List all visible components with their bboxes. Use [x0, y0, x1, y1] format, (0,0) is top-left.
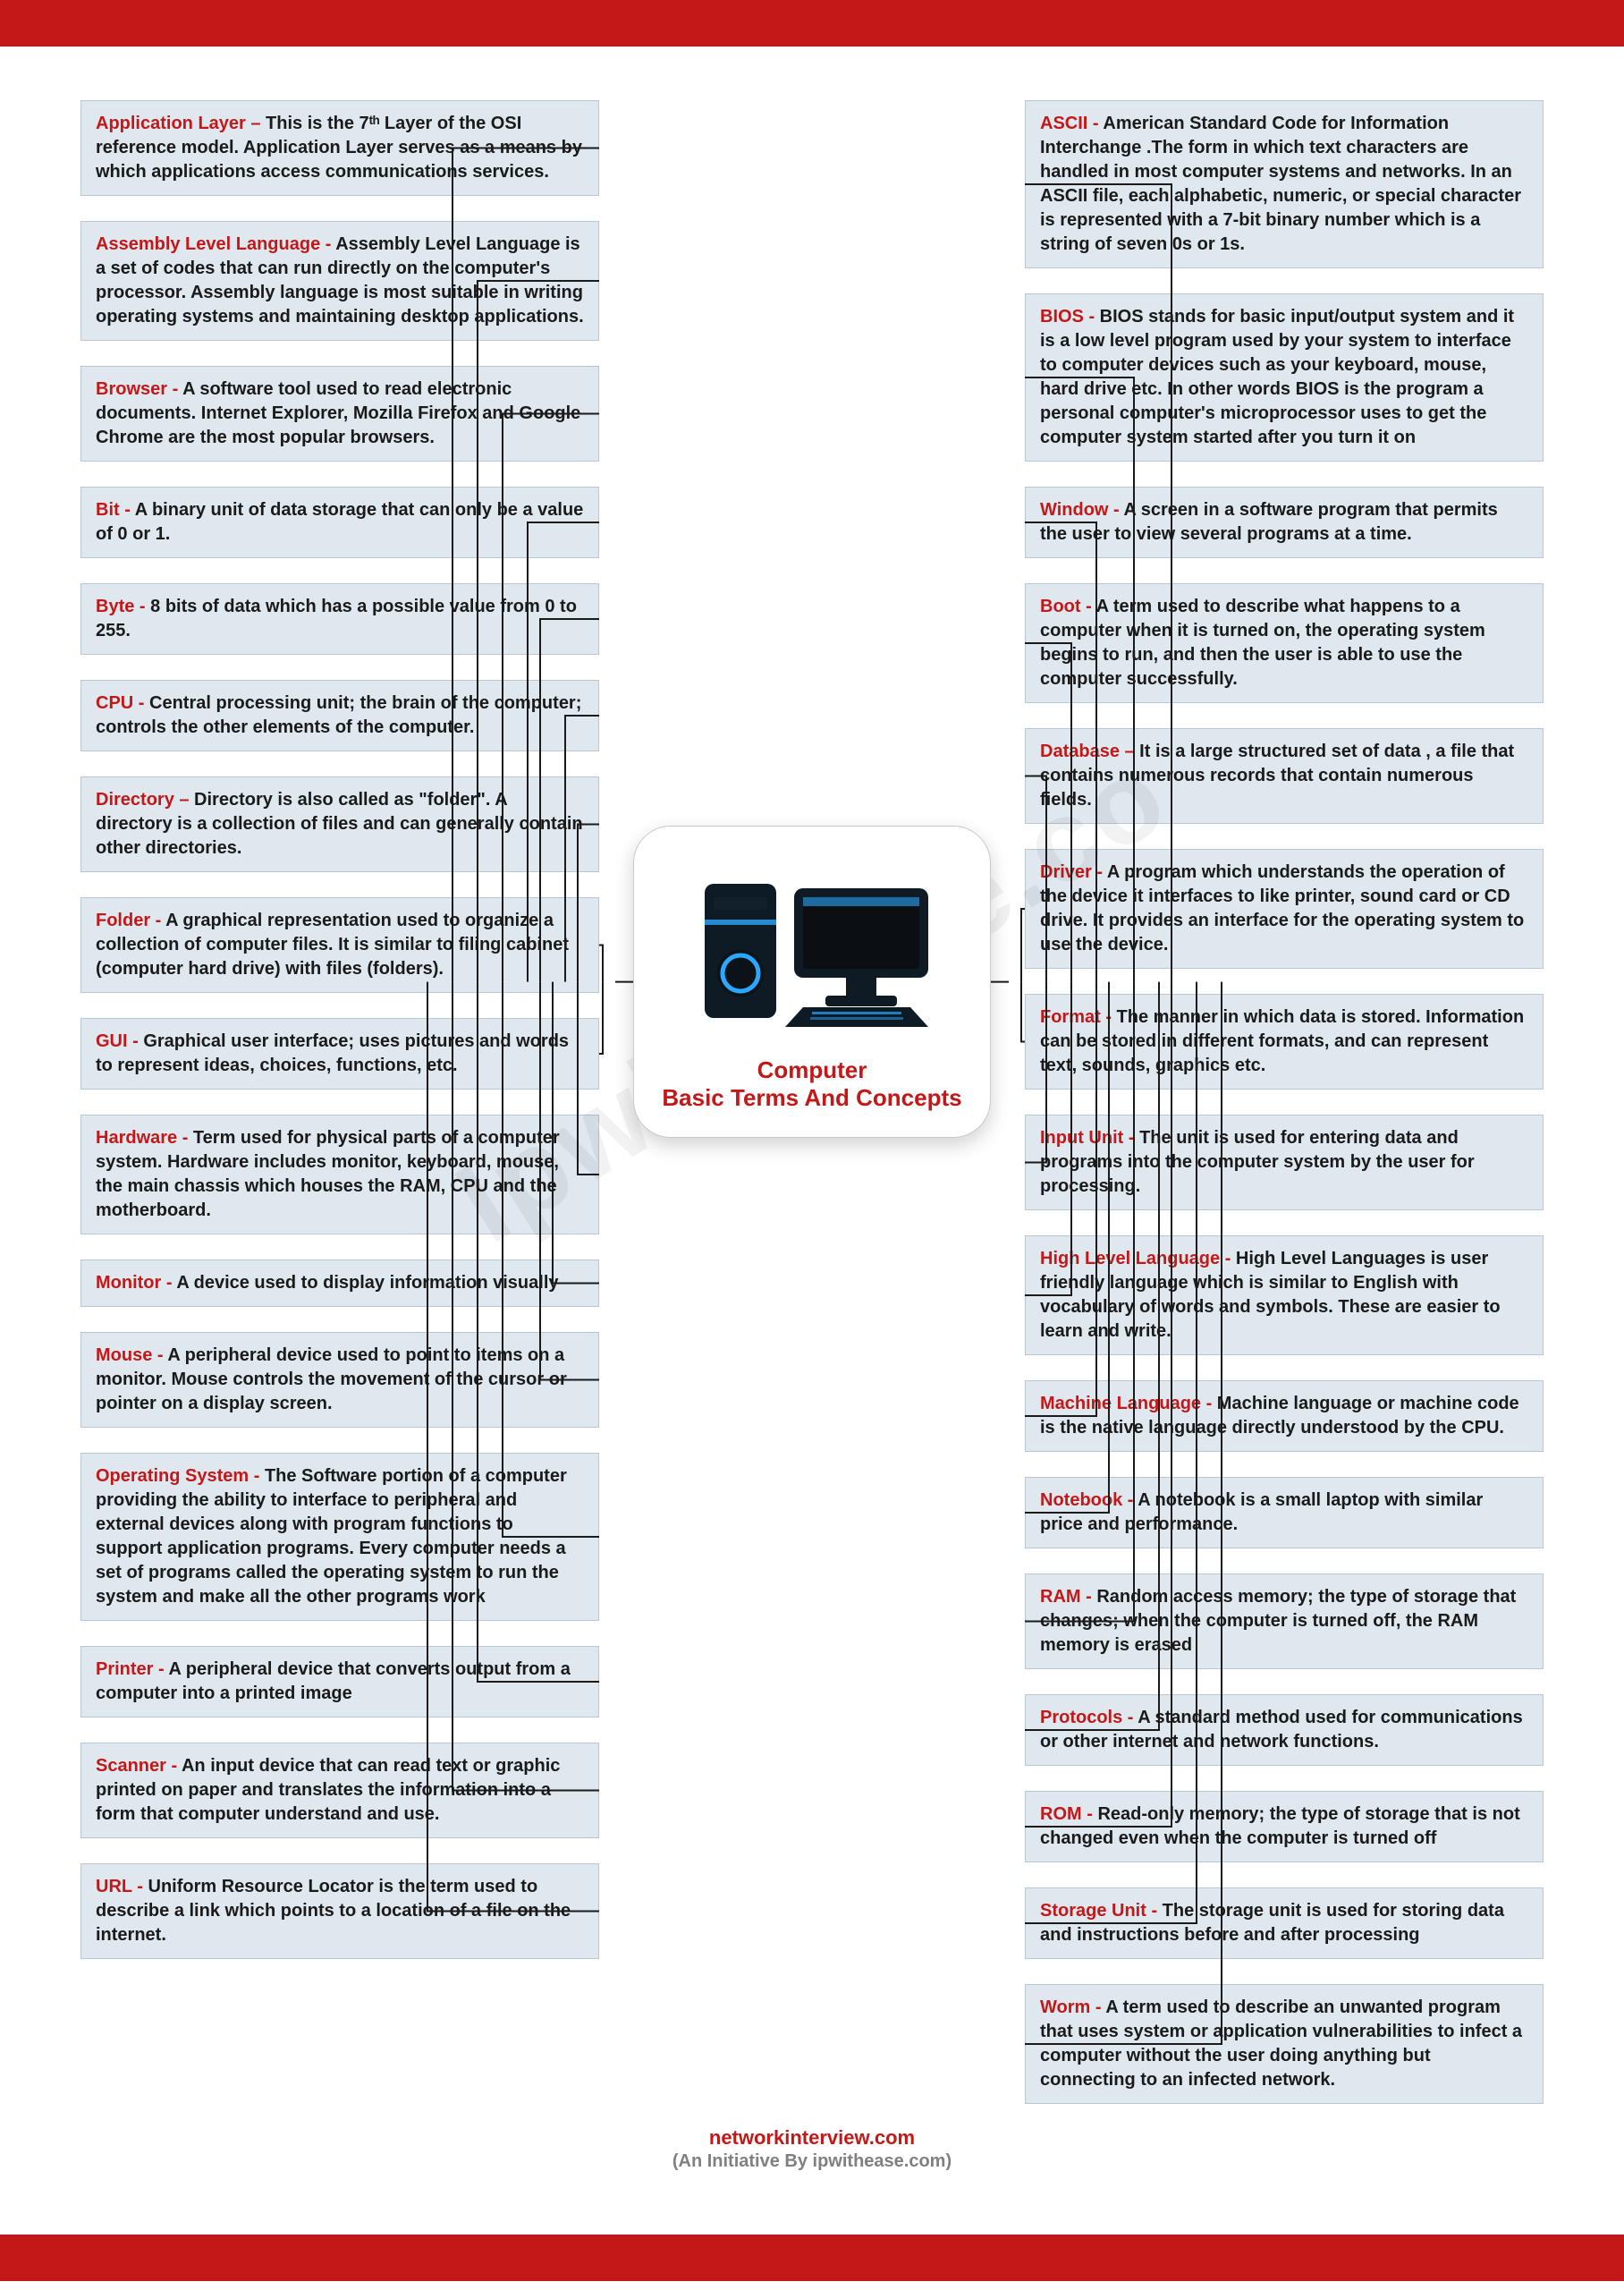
term-label: Storage Unit -: [1040, 1901, 1157, 1921]
right-column: ASCII - American Standard Code for Infor…: [1025, 100, 1544, 2104]
term-label: Input Unit -: [1040, 1128, 1135, 1148]
term-label: ASCII -: [1040, 114, 1099, 133]
term-def: Graphical user interface; uses pictures …: [96, 1031, 569, 1075]
term-def: American Standard Code for Information I…: [1040, 114, 1521, 254]
bottom-bar: [0, 2235, 1624, 2281]
term-r-13: ROM - Read-only memory; the type of stor…: [1025, 1791, 1544, 1862]
term-r-7: Input Unit - The unit is used for enteri…: [1025, 1115, 1544, 1210]
term-label: Bit -: [96, 500, 131, 520]
top-bar: [0, 0, 1624, 47]
center-card: Computer Basic Terms And Concepts: [633, 826, 991, 1138]
footer-site: networkinterview.com: [80, 2126, 1544, 2150]
term-l-11: Mouse - A peripheral device used to poin…: [80, 1332, 599, 1428]
term-l-8: GUI - Graphical user interface; uses pic…: [80, 1018, 599, 1090]
center-title-2: Basic Terms And Concepts: [652, 1084, 972, 1112]
term-label: Boot -: [1040, 597, 1092, 616]
term-label: Application Layer –: [96, 114, 261, 133]
term-label: Window -: [1040, 500, 1120, 520]
term-l-9: Hardware - Term used for physical parts …: [80, 1115, 599, 1234]
term-l-10: Monitor - A device used to display infor…: [80, 1260, 599, 1307]
term-label: URL -: [96, 1877, 143, 1896]
term-r-14: Storage Unit - The storage unit is used …: [1025, 1887, 1544, 1959]
center-title-1: Computer: [652, 1056, 972, 1084]
term-label: Driver -: [1040, 862, 1103, 882]
term-def: A program which understands the operatio…: [1040, 862, 1524, 954]
term-r-4: Database – It is a large structured set …: [1025, 728, 1544, 824]
term-label: GUI -: [96, 1031, 139, 1051]
term-l-7: Folder - A graphical representation used…: [80, 897, 599, 993]
term-def: A term used to describe an unwanted prog…: [1040, 1997, 1522, 2090]
footer-sub: (An Initiative By ipwithease.com): [80, 2151, 1544, 2172]
term-l-15: URL - Uniform Resource Locator is the te…: [80, 1863, 599, 1959]
term-label: CPU -: [96, 693, 144, 713]
term-label: Folder -: [96, 911, 161, 930]
term-l-4: Byte - 8 bits of data which has a possib…: [80, 583, 599, 655]
term-l-14: Scanner - An input device that can read …: [80, 1743, 599, 1838]
term-r-1: BIOS - BIOS stands for basic input/outpu…: [1025, 293, 1544, 462]
term-r-10: Notebook - A notebook is a small laptop …: [1025, 1477, 1544, 1548]
term-label: Assembly Level Language -: [96, 234, 331, 254]
term-def: Uniform Resource Locator is the term use…: [96, 1877, 571, 1945]
term-def: 8 bits of data which has a possible valu…: [96, 597, 577, 640]
term-l-12: Operating System - The Software portion …: [80, 1453, 599, 1621]
sheet: Ipwithease.co Application Layer – This i…: [0, 47, 1624, 2235]
term-def: Central processing unit; the brain of th…: [96, 693, 581, 737]
term-label: Worm -: [1040, 1997, 1102, 2017]
term-r-8: High Level Language - High Level Languag…: [1025, 1235, 1544, 1355]
term-l-3: Bit - A binary unit of data storage that…: [80, 487, 599, 558]
term-label: RAM -: [1040, 1587, 1092, 1607]
term-l-5: CPU - Central processing unit; the brain…: [80, 680, 599, 751]
term-l-13: Printer - A peripheral device that conve…: [80, 1646, 599, 1718]
term-r-0: ASCII - American Standard Code for Infor…: [1025, 100, 1544, 268]
term-label: Database –: [1040, 742, 1135, 761]
term-def: The manner in which data is stored. Info…: [1040, 1007, 1524, 1075]
term-r-12: Protocols - A standard method used for c…: [1025, 1694, 1544, 1766]
term-label: Protocols -: [1040, 1708, 1133, 1727]
term-label: Mouse -: [96, 1345, 164, 1365]
computer-icon: [678, 857, 946, 1036]
term-def: The Software portion of a computer provi…: [96, 1466, 567, 1607]
term-label: Hardware -: [96, 1128, 188, 1148]
term-l-6: Directory – Directory is also called as …: [80, 776, 599, 872]
term-label: Machine Language -: [1040, 1394, 1212, 1413]
term-r-11: RAM - Random access memory; the type of …: [1025, 1573, 1544, 1669]
term-r-5: Driver - A program which understands the…: [1025, 849, 1544, 969]
term-label: Format -: [1040, 1007, 1112, 1027]
term-def: A peripheral device that converts output…: [96, 1659, 571, 1703]
term-label: Notebook -: [1040, 1490, 1133, 1510]
term-label: Monitor -: [96, 1273, 173, 1293]
term-label: Operating System -: [96, 1466, 259, 1486]
term-def: BIOS stands for basic input/output syste…: [1040, 307, 1514, 447]
term-l-2: Browser - A software tool used to read e…: [80, 366, 599, 462]
term-r-2: Window - A screen in a software program …: [1025, 487, 1544, 558]
term-def: A binary unit of data storage that can o…: [96, 500, 583, 544]
term-r-9: Machine Language - Machine language or m…: [1025, 1380, 1544, 1452]
diagram-layout: Ipwithease.co Application Layer – This i…: [80, 100, 1544, 2104]
footer: networkinterview.com (An Initiative By i…: [80, 2104, 1544, 2208]
term-label: Browser -: [96, 379, 178, 399]
term-label: BIOS -: [1040, 307, 1095, 327]
term-def: A device used to display information vis…: [173, 1273, 559, 1293]
term-label: Byte -: [96, 597, 146, 616]
term-def: A peripheral device used to point to ite…: [96, 1345, 567, 1413]
term-label: ROM -: [1040, 1804, 1093, 1824]
term-l-0: Application Layer – This is the 7ᵗʰ Laye…: [80, 100, 599, 196]
term-def: Read-only memory; the type of storage th…: [1040, 1804, 1520, 1848]
term-r-15: Worm - A term used to describe an unwant…: [1025, 1984, 1544, 2104]
term-label: High Level Language -: [1040, 1249, 1231, 1268]
term-def: A term used to describe what happens to …: [1040, 597, 1485, 689]
term-label: Scanner -: [96, 1756, 177, 1776]
term-l-1: Assembly Level Language - Assembly Level…: [80, 221, 599, 341]
term-def: Random access memory; the type of storag…: [1040, 1587, 1516, 1655]
left-column: Application Layer – This is the 7ᵗʰ Laye…: [80, 100, 599, 1959]
term-label: Printer -: [96, 1659, 165, 1679]
term-def: A graphical representation used to organ…: [96, 911, 569, 979]
term-r-6: Format - The manner in which data is sto…: [1025, 994, 1544, 1090]
term-label: Directory –: [96, 790, 190, 810]
term-r-3: Boot - A term used to describe what happ…: [1025, 583, 1544, 703]
